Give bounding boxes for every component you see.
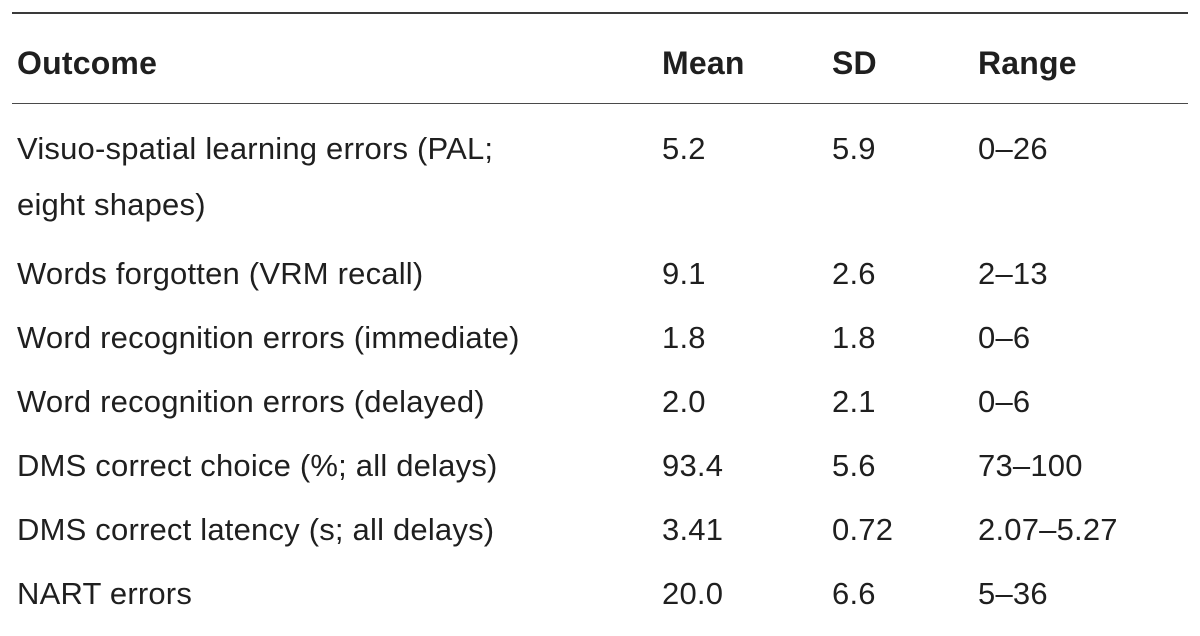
cell-sd: 5.9 xyxy=(832,131,876,166)
cell-range: 0–6 xyxy=(978,384,1031,419)
cell-range: 5–36 xyxy=(978,576,1048,611)
cell-outcome: Word recognition errors (delayed) xyxy=(17,384,485,419)
header-range: Range xyxy=(978,45,1077,81)
header-outcome: Outcome xyxy=(17,45,158,81)
cell-sd: 6.6 xyxy=(832,576,876,611)
cell-outcome-continued: eight shapes) xyxy=(17,187,206,222)
cell-outcome: Words forgotten (VRM recall) xyxy=(17,256,424,291)
header-sd: SD xyxy=(832,45,877,81)
cell-sd: 5.6 xyxy=(832,448,876,483)
table-row: Word recognition errors (immediate) 1.8 … xyxy=(12,312,1188,376)
cell-sd: 2.1 xyxy=(832,384,876,419)
cell-outcome: NART errors xyxy=(17,576,193,611)
table-row: Words forgotten (VRM recall) 9.1 2.6 2–1… xyxy=(12,248,1188,312)
cell-outcome: Visuo-spatial learning errors (PAL; xyxy=(17,131,494,166)
table-row: DMS correct choice (%; all delays) 93.4 … xyxy=(12,440,1188,504)
cell-mean: 1.8 xyxy=(662,320,706,355)
table-row: NART errors 20.0 6.6 5–36 xyxy=(12,568,1188,632)
table-row: Word recognition errors (delayed) 2.0 2.… xyxy=(12,376,1188,440)
table-header-rule xyxy=(12,103,1188,104)
cell-mean: 3.41 xyxy=(662,512,724,547)
table-row: Visuo-spatial learning errors (PAL; 5.2 … xyxy=(12,104,1188,187)
cell-range: 73–100 xyxy=(978,448,1083,483)
cell-sd: 1.8 xyxy=(832,320,876,355)
cell-outcome: DMS correct choice (%; all delays) xyxy=(17,448,498,483)
cell-range: 2–13 xyxy=(978,256,1048,291)
cell-outcome: Word recognition errors (immediate) xyxy=(17,320,520,355)
data-table: Outcome Mean SD Range Visuo-spatial lear… xyxy=(12,12,1188,632)
cell-range: 0–26 xyxy=(978,131,1048,166)
cell-mean: 2.0 xyxy=(662,384,706,419)
cell-range: 0–6 xyxy=(978,320,1031,355)
table-row: DMS correct latency (s; all delays) 3.41… xyxy=(12,504,1188,568)
cell-mean: 9.1 xyxy=(662,256,706,291)
cell-range: 2.07–5.27 xyxy=(978,512,1118,547)
cell-mean: 93.4 xyxy=(662,448,724,483)
cell-mean: 20.0 xyxy=(662,576,724,611)
table-header-row: Outcome Mean SD Range xyxy=(12,14,1188,103)
cell-sd: 0.72 xyxy=(832,512,894,547)
cell-sd: 2.6 xyxy=(832,256,876,291)
table-row-continuation: eight shapes) xyxy=(12,187,1188,248)
table-top-rule xyxy=(12,12,1188,14)
cell-mean: 5.2 xyxy=(662,131,706,166)
cell-outcome: DMS correct latency (s; all delays) xyxy=(17,512,495,547)
header-mean: Mean xyxy=(662,45,745,81)
